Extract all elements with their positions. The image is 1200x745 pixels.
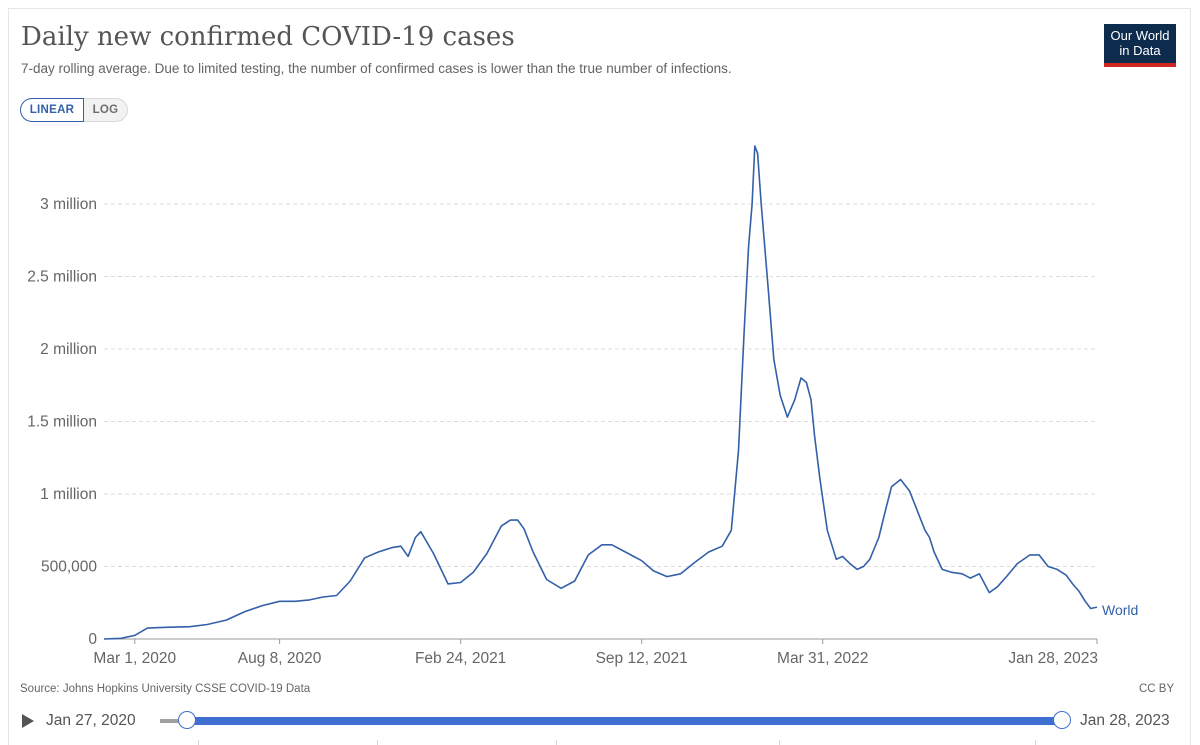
linear-scale-button[interactable]: LINEAR [20, 98, 84, 122]
source-note[interactable]: Source: Johns Hopkins University CSSE CO… [20, 683, 311, 695]
timeline-start-handle[interactable] [178, 711, 196, 729]
timeline-end-handle[interactable] [1053, 711, 1071, 729]
x-tick-label: Mar 31, 2022 [777, 650, 868, 667]
logo-line-1: Our World [1110, 28, 1170, 43]
y-tick-label: 2 million [40, 341, 97, 358]
timeline-year-mark [1035, 740, 1036, 745]
x-tick-label: Mar 1, 2020 [93, 650, 176, 667]
logo-line-2: in Data [1119, 43, 1161, 58]
license-link[interactable]: CC BY [1139, 683, 1175, 695]
y-tick-label: 0 [88, 631, 97, 648]
chart-frame [8, 8, 1191, 745]
timeline-start-date: Jan 27, 2020 [46, 712, 136, 729]
timeline-year-mark [779, 740, 780, 745]
x-tick-label: Feb 24, 2021 [415, 650, 506, 667]
timeline-year-mark [377, 740, 378, 745]
x-tick-label: Jan 28, 2023 [1008, 650, 1098, 667]
timeline-end-date: Jan 28, 2023 [1080, 712, 1170, 729]
timeline-track-inactive [160, 719, 190, 723]
y-tick-label: 2.5 million [27, 269, 97, 286]
owid-logo[interactable]: Our World in Data [1104, 24, 1176, 67]
y-tick-label: 500,000 [41, 559, 97, 576]
y-tick-label: 1 million [40, 486, 97, 503]
timeline-year-mark [556, 740, 557, 745]
chart-subtitle: 7-day rolling average. Due to limited te… [21, 61, 732, 76]
timeline-year-mark [198, 740, 199, 745]
y-tick-label: 1.5 million [27, 414, 97, 431]
x-tick-label: Aug 8, 2020 [238, 650, 322, 667]
x-tick-label: Sep 12, 2021 [596, 650, 688, 667]
log-scale-button[interactable]: LOG [84, 98, 128, 122]
timeline-track[interactable] [186, 717, 1062, 725]
scale-toggle: LINEAR LOG [20, 98, 128, 122]
y-tick-label: 3 million [40, 196, 97, 213]
play-icon[interactable] [22, 714, 34, 728]
series-label-world: World [1102, 602, 1138, 618]
series-line-world [103, 145, 1098, 640]
line-chart: 0 500,000 1 million 1.5 million 2 million 2.5… [27, 145, 1138, 667]
chart-title: Daily new confirmed COVID-19 cases [21, 22, 515, 52]
